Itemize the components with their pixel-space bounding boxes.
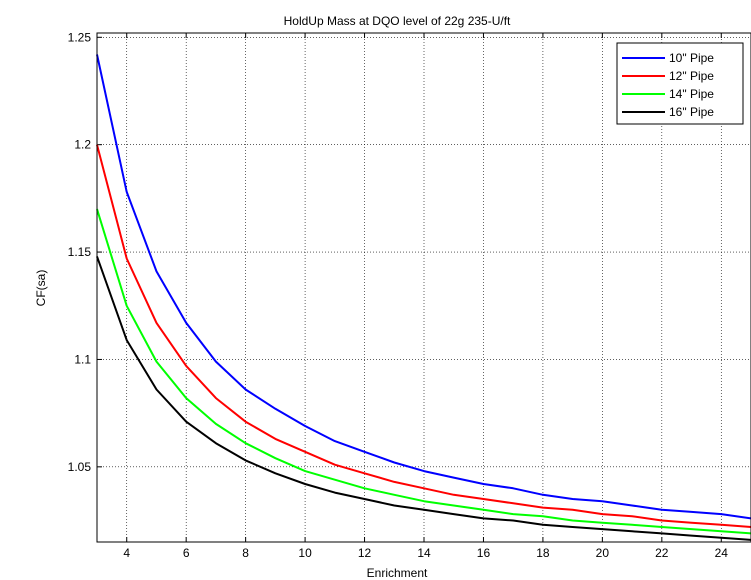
x-axis-label: Enrichment [367, 566, 428, 580]
x-tick-label: 6 [183, 546, 190, 560]
x-tick-label: 24 [715, 546, 729, 560]
x-tick-label: 8 [242, 546, 249, 560]
y-tick-label: 1.25 [68, 30, 92, 44]
y-tick-label: 1.2 [74, 138, 91, 152]
x-tick-label: 22 [655, 546, 669, 560]
series-line-3 [96, 208, 751, 535]
plot-area-frame [96, 32, 751, 543]
y-tick-label: 1.1 [74, 352, 91, 366]
y-tick-label: 1.05 [68, 460, 92, 474]
series-line-1 [96, 54, 751, 520]
series-line-2 [96, 144, 751, 528]
x-tick-label: 4 [123, 546, 130, 560]
x-tick-labels: 4 6 8 10 12 14 16 18 20 22 24 [123, 546, 728, 560]
legend: 10" Pipe 12" Pipe 14" Pipe 16" Pipe [616, 42, 744, 125]
legend-entry-3: 14" Pipe [669, 87, 714, 101]
x-tick-label: 18 [536, 546, 550, 560]
x-tick-label: 14 [417, 546, 431, 560]
series-line-4 [96, 256, 751, 541]
y-axis-label: CF(sa) [34, 270, 48, 307]
plot-lines [96, 54, 751, 541]
legend-entry-1: 10" Pipe [669, 51, 714, 65]
x-tick-label: 20 [596, 546, 610, 560]
x-tick-label: 12 [358, 546, 372, 560]
x-tick-label: 10 [298, 546, 312, 560]
y-tick-labels: 1.05 1.1 1.15 1.2 1.25 [68, 30, 92, 474]
legend-entry-4: 16" Pipe [669, 105, 714, 119]
x-tick-label: 16 [477, 546, 491, 560]
y-tick-label: 1.15 [68, 245, 92, 259]
legend-box [616, 42, 744, 125]
legend-entry-2: 12" Pipe [669, 69, 714, 83]
chart-title: HoldUp Mass at DQO level of 22g 235-U/ft [284, 14, 511, 28]
